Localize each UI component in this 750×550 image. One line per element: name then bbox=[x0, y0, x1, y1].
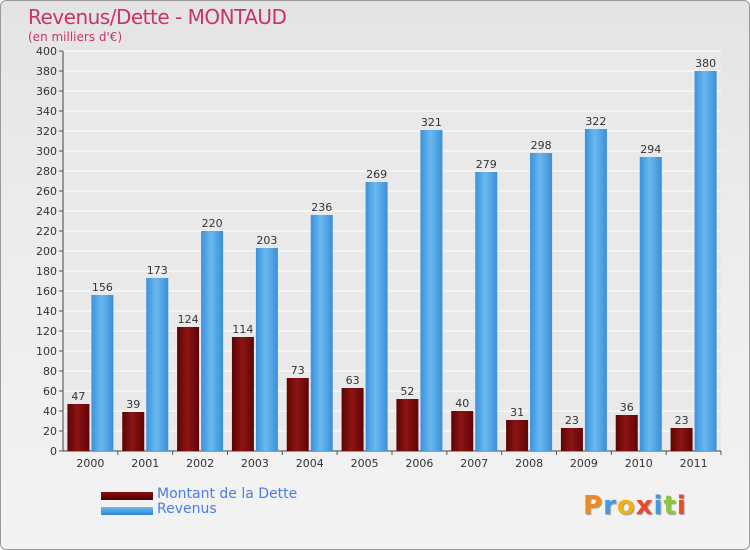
bar-revenus bbox=[310, 215, 333, 451]
x-tick-label: 2003 bbox=[241, 457, 269, 470]
bar-dette bbox=[396, 399, 419, 451]
proxiti-logo: Proxiti bbox=[583, 491, 687, 521]
y-tick-label: 20 bbox=[43, 425, 57, 438]
y-tick-label: 180 bbox=[36, 265, 57, 278]
data-label-dette: 23 bbox=[675, 414, 689, 427]
bar-dette bbox=[231, 337, 254, 451]
bar-revenus bbox=[584, 129, 607, 451]
bar-dette bbox=[122, 412, 145, 451]
data-label-revenus: 322 bbox=[585, 115, 606, 128]
bar-revenus bbox=[694, 71, 717, 451]
y-tick-label: 400 bbox=[36, 45, 57, 58]
bar-dette bbox=[286, 378, 309, 451]
y-tick-label: 240 bbox=[36, 205, 57, 218]
x-tick-label: 2006 bbox=[405, 457, 433, 470]
x-tick-label: 2002 bbox=[186, 457, 214, 470]
x-tick-label: 2010 bbox=[625, 457, 653, 470]
bar-revenus bbox=[475, 172, 498, 451]
bar-revenus bbox=[91, 295, 114, 451]
x-tick-label: 2008 bbox=[515, 457, 543, 470]
x-tick-label: 2007 bbox=[460, 457, 488, 470]
bar-revenus bbox=[365, 182, 388, 451]
chart-title: Revenus/Dette - MONTAUD bbox=[28, 5, 287, 29]
data-label-revenus: 220 bbox=[202, 217, 223, 230]
y-tick-label: 60 bbox=[43, 385, 57, 398]
y-tick-label: 260 bbox=[36, 185, 57, 198]
data-label-dette: 36 bbox=[620, 401, 634, 414]
chart-subtitle: (en milliers d'€) bbox=[28, 30, 123, 44]
data-label-dette: 39 bbox=[126, 398, 140, 411]
data-label-dette: 124 bbox=[178, 313, 199, 326]
data-label-revenus: 380 bbox=[695, 57, 716, 70]
y-tick-label: 220 bbox=[36, 225, 57, 238]
bar-dette bbox=[560, 428, 583, 451]
legend-label-revenus: Revenus bbox=[157, 501, 217, 517]
data-label-revenus: 156 bbox=[92, 281, 113, 294]
bar-revenus bbox=[201, 231, 224, 451]
legend-label-dette: Montant de la Dette bbox=[157, 486, 298, 502]
bar-revenus bbox=[530, 153, 553, 451]
bar-dette bbox=[670, 428, 693, 451]
y-tick-label: 340 bbox=[36, 105, 57, 118]
bar-revenus bbox=[146, 278, 169, 451]
y-tick-label: 320 bbox=[36, 125, 57, 138]
data-label-revenus: 173 bbox=[147, 264, 168, 277]
x-tick-label: 2001 bbox=[131, 457, 159, 470]
data-label-revenus: 269 bbox=[366, 168, 387, 181]
bar-dette bbox=[341, 388, 364, 451]
bar-dette bbox=[177, 327, 200, 451]
y-tick-label: 200 bbox=[36, 245, 57, 258]
x-tick-label: 2000 bbox=[76, 457, 104, 470]
legend-swatch-revenus bbox=[101, 507, 153, 515]
y-tick-label: 120 bbox=[36, 325, 57, 338]
data-label-revenus: 203 bbox=[256, 234, 277, 247]
y-tick-label: 380 bbox=[36, 65, 57, 78]
y-tick-label: 160 bbox=[36, 285, 57, 298]
y-tick-label: 100 bbox=[36, 345, 57, 358]
bar-revenus bbox=[420, 130, 443, 451]
y-tick-label: 300 bbox=[36, 145, 57, 158]
y-tick-label: 80 bbox=[43, 365, 57, 378]
x-tick-label: 2005 bbox=[351, 457, 379, 470]
logo-letter: x bbox=[635, 491, 654, 521]
logo-letter: i bbox=[676, 491, 687, 521]
data-label-revenus: 279 bbox=[476, 158, 497, 171]
logo-letter: o bbox=[616, 491, 636, 521]
bar-dette bbox=[67, 404, 90, 451]
data-label-dette: 73 bbox=[291, 364, 305, 377]
data-label-revenus: 294 bbox=[640, 143, 661, 156]
logo-letter: t bbox=[663, 491, 677, 521]
data-label-dette: 23 bbox=[565, 414, 579, 427]
data-label-dette: 114 bbox=[232, 323, 253, 336]
data-label-dette: 31 bbox=[510, 406, 524, 419]
bar-revenus bbox=[639, 157, 662, 451]
data-label-dette: 40 bbox=[455, 397, 469, 410]
data-label-revenus: 321 bbox=[421, 116, 442, 129]
data-label-revenus: 236 bbox=[311, 201, 332, 214]
logo-letter: r bbox=[603, 491, 617, 521]
data-label-dette: 52 bbox=[400, 385, 414, 398]
y-tick-label: 280 bbox=[36, 165, 57, 178]
x-tick-label: 2004 bbox=[296, 457, 324, 470]
y-tick-label: 40 bbox=[43, 405, 57, 418]
y-tick-label: 140 bbox=[36, 305, 57, 318]
bar-revenus bbox=[255, 248, 278, 451]
legend-swatch-dette bbox=[101, 492, 153, 500]
y-tick-label: 360 bbox=[36, 85, 57, 98]
bar-dette bbox=[615, 415, 638, 451]
bar-dette bbox=[451, 411, 474, 451]
logo-letter: i bbox=[653, 491, 664, 521]
y-tick-label: 0 bbox=[50, 445, 57, 458]
data-label-dette: 63 bbox=[346, 374, 360, 387]
data-label-dette: 47 bbox=[71, 390, 85, 403]
logo-letter: P bbox=[583, 491, 604, 521]
x-tick-label: 2011 bbox=[680, 457, 708, 470]
bar-dette bbox=[506, 420, 529, 451]
x-tick-label: 2009 bbox=[570, 457, 598, 470]
data-label-revenus: 298 bbox=[531, 139, 552, 152]
